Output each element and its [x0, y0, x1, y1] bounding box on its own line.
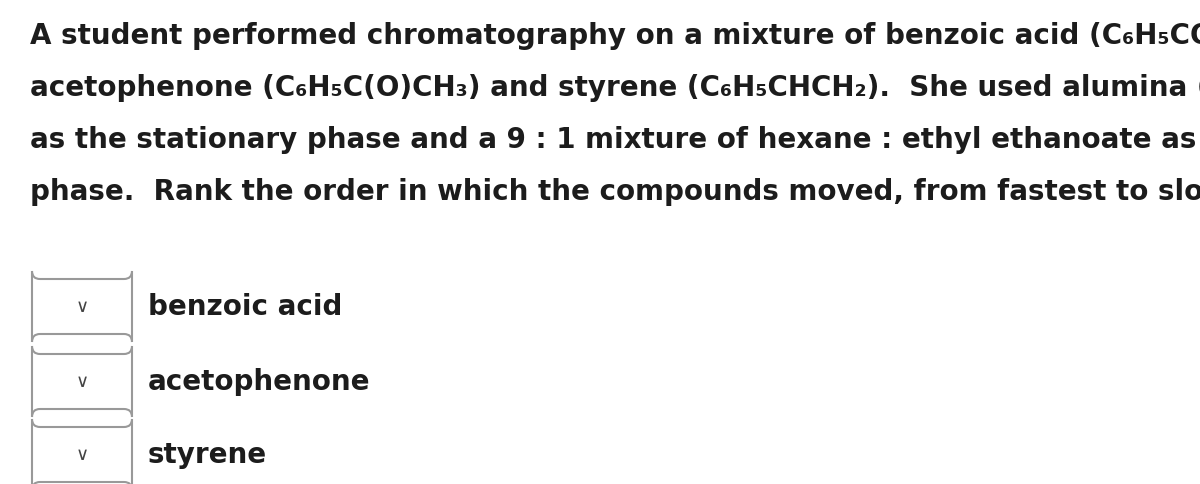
FancyBboxPatch shape	[32, 419, 132, 484]
Text: acetophenone (C₆H₅C(O)CH₃) and styrene (C₆H₅CHCH₂).  She used alumina (Al₂O₃): acetophenone (C₆H₅C(O)CH₃) and styrene (…	[30, 74, 1200, 102]
Text: ∨: ∨	[76, 446, 89, 464]
Text: ∨: ∨	[76, 298, 89, 316]
Text: A student performed chromatography on a mixture of benzoic acid (C₆H₅CO₂H),: A student performed chromatography on a …	[30, 22, 1200, 50]
Text: as the stationary phase and a 9 : 1 mixture of hexane : ethyl ethanoate as the m: as the stationary phase and a 9 : 1 mixt…	[30, 126, 1200, 154]
FancyBboxPatch shape	[32, 272, 132, 342]
Text: phase.  Rank the order in which the compounds moved, from fastest to slowest.: phase. Rank the order in which the compo…	[30, 178, 1200, 206]
FancyBboxPatch shape	[32, 346, 132, 417]
Text: ∨: ∨	[76, 373, 89, 391]
Text: styrene: styrene	[148, 440, 268, 469]
Text: benzoic acid: benzoic acid	[148, 293, 342, 321]
Text: acetophenone: acetophenone	[148, 368, 371, 396]
